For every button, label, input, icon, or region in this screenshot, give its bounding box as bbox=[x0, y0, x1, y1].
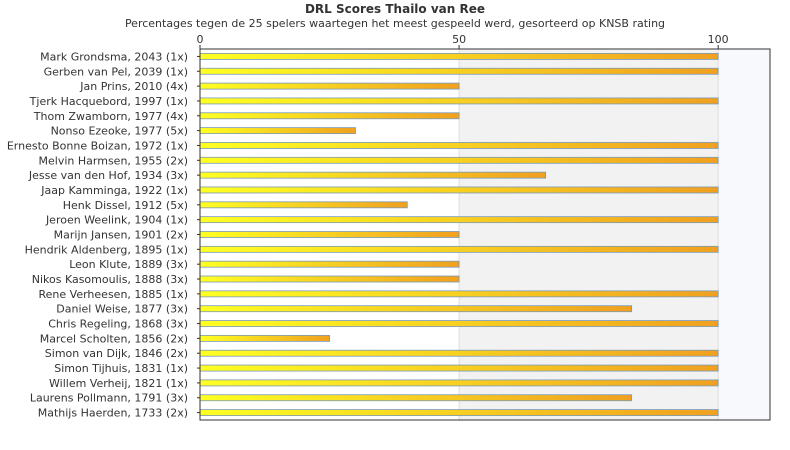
plot-background bbox=[200, 49, 770, 420]
category-label: Mark Grondsma, 2043 (1x) bbox=[40, 50, 188, 63]
bar bbox=[199, 349, 719, 357]
y-axis-categories: Mark Grondsma, 2043 (1x) Gerben van Pel, … bbox=[7, 50, 200, 420]
chart-title: DRL Scores Thailo van Ree bbox=[304, 2, 486, 16]
bar bbox=[199, 275, 460, 283]
bar bbox=[199, 334, 330, 342]
bar bbox=[199, 82, 460, 90]
plot-band bbox=[718, 49, 770, 420]
category-label: Nikos Kasomoulis, 1888 (3x) bbox=[32, 273, 188, 286]
bar bbox=[199, 171, 547, 179]
x-tick-label: 0 bbox=[197, 33, 204, 46]
category-label: Chris Regeling, 1868 (3x) bbox=[48, 318, 188, 331]
bar bbox=[199, 231, 460, 238]
category-label: Nonso Ezeoke, 1977 (5x) bbox=[51, 125, 188, 138]
bar bbox=[199, 394, 633, 402]
category-label: Rene Verheesen, 1885 (1x) bbox=[39, 288, 188, 301]
x-axis-ticks: 0 50 100 bbox=[197, 33, 729, 49]
category-label: Laurens Pollmann, 1791 (3x) bbox=[30, 392, 188, 405]
bar bbox=[199, 260, 460, 268]
bar bbox=[199, 112, 460, 120]
bar bbox=[199, 67, 719, 75]
category-label: Mathijs Haerden, 1733 (2x) bbox=[38, 407, 188, 420]
plot-band bbox=[459, 49, 719, 420]
category-label: Daniel Weise, 1877 (3x) bbox=[56, 303, 188, 316]
x-tick-label: 100 bbox=[708, 33, 729, 46]
bars bbox=[199, 53, 719, 416]
category-label: Marcel Scholten, 1856 (2x) bbox=[40, 332, 188, 345]
category-label: Jan Prins, 2010 (4x) bbox=[79, 80, 188, 93]
category-label: Hendrik Aldenberg, 1895 (1x) bbox=[25, 243, 188, 256]
chart-subtitle: Percentages tegen de 25 spelers waartege… bbox=[124, 17, 666, 30]
bar bbox=[199, 290, 719, 298]
category-label: Gerben van Pel, 2039 (1x) bbox=[44, 65, 188, 78]
category-label: Tjerk Hacquebord, 1997 (1x) bbox=[29, 95, 188, 108]
category-label: Jesse van den Hof, 1934 (3x) bbox=[28, 169, 188, 182]
bar bbox=[199, 320, 719, 327]
category-label: Thom Zwamborn, 1977 (4x) bbox=[33, 110, 188, 123]
x-tick-label: 50 bbox=[452, 33, 466, 46]
category-label: Jaap Kamminga, 1922 (1x) bbox=[40, 184, 188, 197]
bar bbox=[199, 245, 719, 253]
bar bbox=[199, 53, 719, 60]
bar bbox=[199, 156, 719, 164]
category-label: Simon van Dijk, 1846 (2x) bbox=[45, 347, 188, 360]
bar bbox=[199, 97, 719, 105]
category-label: Willem Verheij, 1821 (1x) bbox=[49, 377, 188, 390]
bar bbox=[199, 305, 633, 313]
category-label: Ernesto Bonne Boizan, 1972 (1x) bbox=[7, 139, 188, 152]
category-label: Melvin Harmsen, 1955 (2x) bbox=[39, 154, 188, 167]
bar bbox=[199, 142, 719, 149]
bar bbox=[199, 409, 719, 416]
category-label: Jeroen Weelink, 1904 (1x) bbox=[45, 214, 188, 227]
bar bbox=[199, 216, 719, 224]
bar bbox=[199, 201, 408, 209]
category-label: Simon Tijhuis, 1831 (1x) bbox=[54, 362, 188, 375]
category-label: Henk Dissel, 1912 (5x) bbox=[63, 199, 188, 212]
category-label: Leon Klute, 1889 (3x) bbox=[69, 258, 188, 271]
bar bbox=[199, 364, 719, 372]
bar bbox=[199, 186, 719, 194]
bar bbox=[199, 127, 356, 135]
bar bbox=[199, 379, 719, 387]
category-label: Marijn Jansen, 1901 (2x) bbox=[54, 229, 188, 242]
